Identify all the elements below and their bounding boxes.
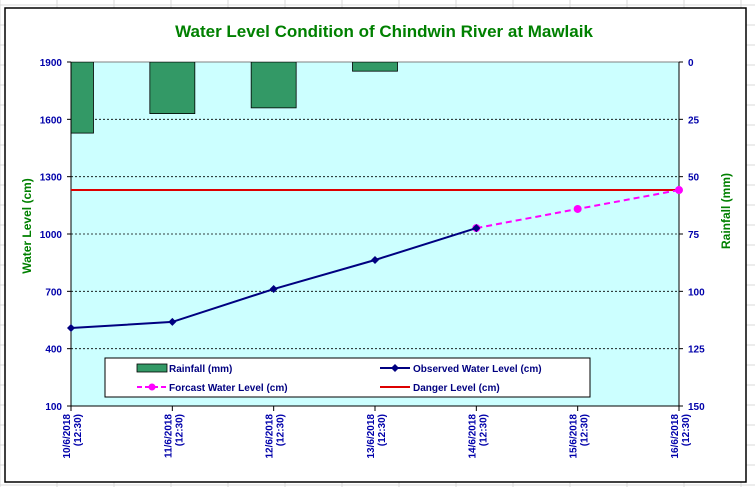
x-tick-label: 14/6/2018(12:30) xyxy=(467,414,489,459)
observed-water-level-point xyxy=(472,224,481,233)
y-tick-label: 1900 xyxy=(40,58,63,69)
y2-tick-label: 100 xyxy=(688,287,705,298)
chart-title: Water Level Condition of Chindwin River … xyxy=(175,22,593,41)
x-tick-label: 10/6/2018(12:30) xyxy=(62,414,84,459)
x-tick-label: 12/6/2018(12:30) xyxy=(265,414,287,459)
y-tick-label: 1300 xyxy=(40,173,63,184)
y-axis-label: Water Level (cm) xyxy=(20,178,34,274)
y-tick-label: 1000 xyxy=(40,230,63,241)
y2-tick-label: 0 xyxy=(688,58,694,69)
rainfall-bar xyxy=(71,62,94,134)
y2-axis-label: Rainfall (mm) xyxy=(719,173,733,249)
y2-tick-label: 50 xyxy=(688,173,700,184)
x-tick-label: 15/6/2018(12:30) xyxy=(569,414,591,459)
y2-tick-label: 25 xyxy=(688,115,700,126)
legend-forecast: Forcast Water Level (cm) xyxy=(169,383,288,394)
y2-tick-label: 125 xyxy=(688,345,705,356)
legend-danger: Danger Level (cm) xyxy=(413,383,500,394)
forecast-water-level-point xyxy=(675,186,683,195)
rainfall-bar xyxy=(149,62,196,114)
y2-tick-label: 75 xyxy=(688,230,700,241)
rainfall-bar xyxy=(250,62,297,109)
x-tick-label: 11/6/2018(12:30) xyxy=(163,414,185,458)
x-tick-label: 16/6/2018(12:30) xyxy=(670,414,692,459)
observed-water-level-point xyxy=(371,255,379,264)
y2-tick-label: 150 xyxy=(688,402,705,413)
observed-water-level-point xyxy=(269,285,278,294)
observed-water-level-point xyxy=(67,324,75,333)
legend-rainfall: Rainfall (mm) xyxy=(169,364,232,375)
y-tick-label: 1600 xyxy=(40,115,63,126)
y-tick-label: 400 xyxy=(45,345,62,356)
legend: Rainfall (mm) Observed Water Level (cm) … xyxy=(104,357,591,398)
legend-rainfall-swatch xyxy=(136,363,168,373)
x-tick-label: 13/6/2018(12:30) xyxy=(366,414,388,459)
legend-observed: Observed Water Level (cm) xyxy=(413,364,542,375)
y-tick-label: 100 xyxy=(45,402,62,413)
forecast-water-level-point xyxy=(573,204,582,213)
observed-water-level-point xyxy=(168,317,177,326)
y-tick-label: 700 xyxy=(45,287,62,298)
rainfall-bar xyxy=(352,62,398,72)
